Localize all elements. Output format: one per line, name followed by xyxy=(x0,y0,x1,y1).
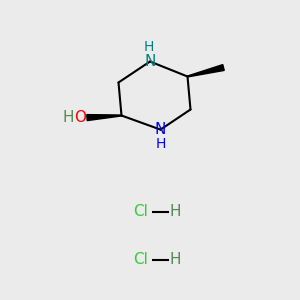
Polygon shape xyxy=(188,64,224,77)
Text: H: H xyxy=(62,110,74,125)
Text: N: N xyxy=(144,54,156,69)
Text: H: H xyxy=(144,40,154,54)
Text: N: N xyxy=(155,122,166,137)
Text: O: O xyxy=(74,110,86,125)
Text: H: H xyxy=(156,137,166,151)
Polygon shape xyxy=(87,115,122,121)
Text: H: H xyxy=(170,252,181,267)
Text: Cl: Cl xyxy=(134,252,148,267)
Text: H: H xyxy=(170,204,181,219)
Text: Cl: Cl xyxy=(134,204,148,219)
